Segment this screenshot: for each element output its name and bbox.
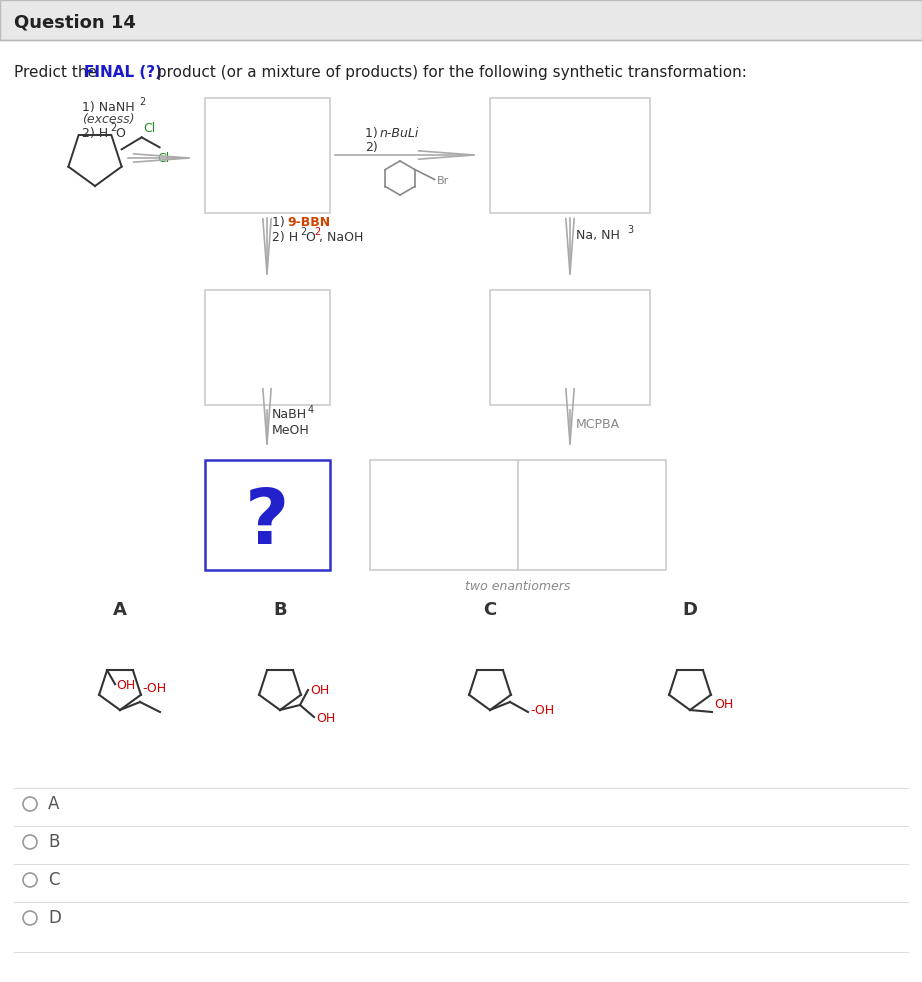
Text: Predict the: Predict the (14, 65, 101, 80)
Bar (0, 0, 922, 40)
Text: 1): 1) (272, 215, 289, 229)
Text: 1) NaNH: 1) NaNH (82, 100, 135, 114)
Text: 2: 2 (314, 227, 320, 237)
Text: 2: 2 (139, 97, 146, 107)
Text: OH: OH (116, 679, 136, 691)
Bar (205, 290, 330, 405)
Text: n-BuLi: n-BuLi (380, 127, 420, 139)
Text: B: B (48, 833, 59, 851)
Bar (205, 460, 330, 570)
Text: MeOH: MeOH (272, 423, 310, 437)
Text: OH: OH (310, 683, 329, 696)
Text: Cl: Cl (158, 152, 170, 165)
Text: D: D (682, 601, 698, 619)
Text: ?: ? (245, 486, 290, 560)
Text: MCPBA: MCPBA (576, 418, 621, 431)
Text: 1): 1) (365, 127, 382, 139)
Text: OH: OH (714, 697, 733, 711)
Text: A: A (48, 795, 59, 813)
Text: (excess): (excess) (82, 113, 135, 126)
Text: 4: 4 (308, 405, 314, 415)
Text: 2): 2) (365, 140, 378, 153)
Text: 2) H: 2) H (82, 127, 108, 139)
Text: Question 14: Question 14 (14, 13, 136, 31)
Text: C: C (483, 601, 497, 619)
Bar (490, 98, 650, 213)
Text: Br: Br (437, 176, 449, 186)
Text: 3: 3 (627, 225, 633, 235)
Text: Cl: Cl (144, 122, 156, 135)
Text: -OH: -OH (530, 704, 554, 718)
Text: A: A (113, 601, 127, 619)
Text: , NaOH: , NaOH (319, 231, 363, 244)
Text: 2) H: 2) H (272, 231, 298, 244)
Bar (370, 460, 518, 570)
Text: -OH: -OH (142, 682, 166, 695)
Text: 2: 2 (300, 227, 306, 237)
Text: two enantiomers: two enantiomers (466, 579, 571, 592)
Text: 9-BBN: 9-BBN (287, 215, 330, 229)
Text: product (or a mixture of products) for the following synthetic transformation:: product (or a mixture of products) for t… (152, 65, 747, 80)
Text: D: D (48, 909, 61, 927)
Bar (518, 460, 666, 570)
Text: O: O (115, 127, 124, 139)
Text: Na, NH: Na, NH (576, 229, 620, 242)
Text: NaBH: NaBH (272, 409, 307, 421)
Bar (205, 98, 330, 213)
Text: OH: OH (316, 712, 336, 725)
Text: O: O (305, 231, 315, 244)
Text: 2: 2 (110, 123, 116, 133)
Text: FINAL (?): FINAL (?) (84, 65, 162, 80)
Bar (490, 290, 650, 405)
Text: C: C (48, 871, 60, 889)
Text: B: B (273, 601, 287, 619)
